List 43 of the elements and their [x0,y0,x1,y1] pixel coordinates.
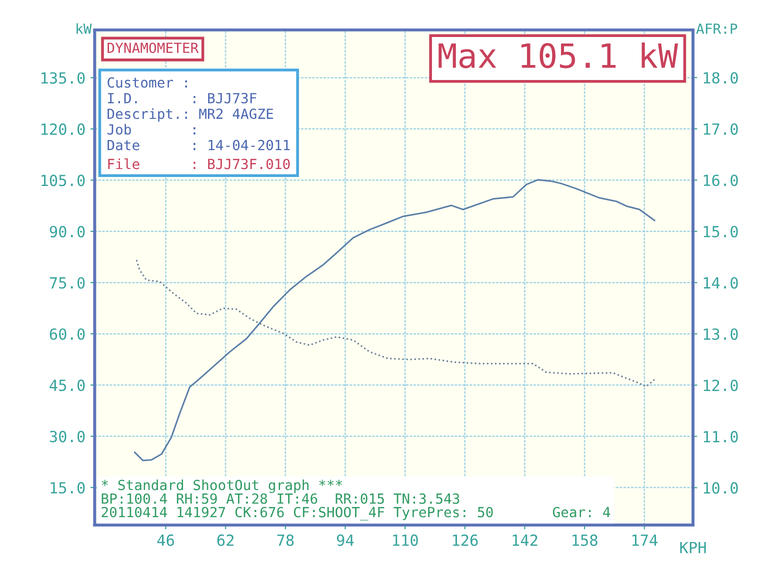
annotation: I.D. : BJJ73F [108,92,256,104]
y2-tick-label: 16.0 [704,174,738,186]
x-tick-label: 78 [277,534,294,546]
y-tick-label: 45.0 [50,380,85,392]
x-axis-title: KPH [680,542,706,554]
y2-tick-label: 18.0 [704,72,738,84]
y2-tick-label: 12.0 [704,380,738,392]
annotation: File : BJJ73F.010 [108,158,290,170]
y-tick-label: 135.0 [42,72,85,84]
y-tick-label: 15.0 [50,482,85,494]
annotation: Max 105.1 kW [438,42,678,68]
x-tick-label: 46 [157,534,174,546]
annotation: Customer : [108,77,187,88]
x-tick-label: 158 [572,534,598,546]
y2-tick-label: 15.0 [704,226,738,238]
y2-tick-label: 17.0 [704,123,738,135]
x-tick-label: 62 [217,534,234,546]
x-tick-label: 142 [512,534,538,546]
annotation: 20110414 141927 CK:676 CF:SHOOT_4F TyrePres: 50 Gear: 4 [102,506,610,520]
x-tick-label: 126 [452,534,478,546]
y2-tick-label: 11.0 [704,430,738,442]
y2-axis-title: AFR:P [696,24,738,34]
annotation: Job : [107,124,196,135]
annotation: Descript.: MR2 4AGZE [108,108,274,122]
y2-tick-label: 13.0 [704,328,738,340]
annotation: * Standard ShootOut graph *** [102,480,342,494]
line-series [134,179,656,462]
annotation: DYNAMOMETER [108,42,199,54]
line-series [136,259,656,388]
y-tick-label: 75.0 [50,277,85,289]
y-tick-label: 120.0 [42,123,85,135]
x-tick-label: 110 [393,534,418,546]
y2-tick-label: 14.0 [704,277,738,289]
y-tick-label: 105.0 [42,174,85,186]
x-tick-label: 94 [336,534,354,546]
y2-tick-label: 10.0 [704,482,738,494]
y-tick-label: 90.0 [50,226,85,238]
annotation: Date : 14-04-2011 [108,140,290,150]
annotation: BP:100.4 RH:59 AT:28 IT:46 RR:015 TN:3.543 [102,493,460,504]
y-tick-label: 30.0 [50,430,85,442]
y-axis-title: kW [76,23,92,34]
x-tick-label: 174 [632,534,658,546]
y-tick-label: 60.0 [50,328,85,340]
